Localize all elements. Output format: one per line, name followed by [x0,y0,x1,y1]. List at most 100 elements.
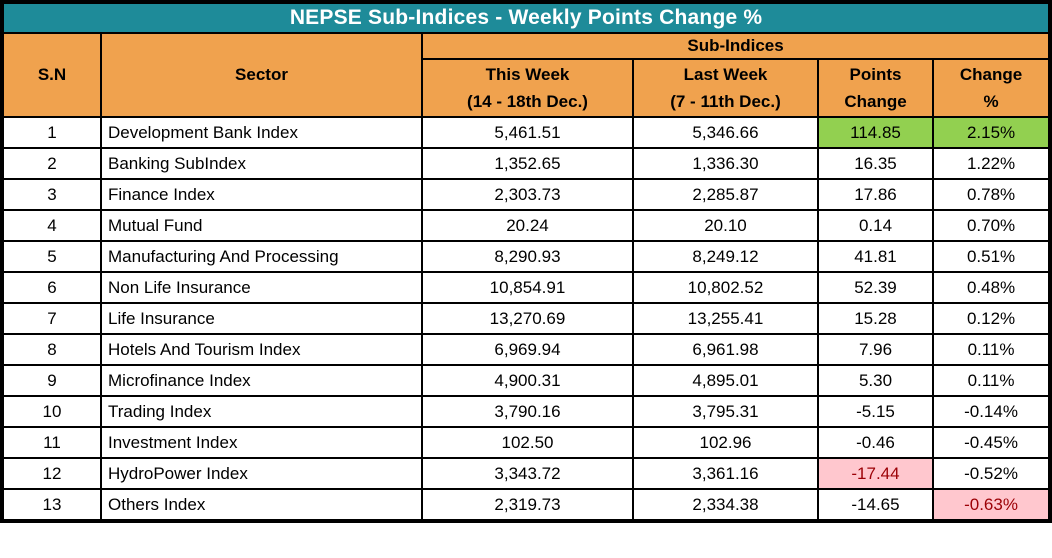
table-row: 7 Life Insurance 13,270.69 13,255.41 15.… [2,302,1051,335]
row-last-week: 13,255.41 [632,302,819,335]
row-this-week: 2,303.73 [421,178,634,211]
row-change-pct: 0.11% [931,364,1051,397]
row-last-week: 1,336.30 [632,147,819,180]
row-this-week: 10,854.91 [421,271,634,304]
row-last-week: 102.96 [632,426,819,459]
row-points-change: 16.35 [817,147,934,180]
row-last-week: 5,346.66 [632,116,819,149]
points-change-label-1: Points [849,65,902,84]
row-change-pct: 1.22% [931,147,1051,180]
row-sector: Trading Index [100,395,423,428]
row-change-pct: 0.78% [931,178,1051,211]
row-sector: Others Index [100,488,423,521]
row-sn: 9 [2,364,102,397]
table-row: 1 Development Bank Index 5,461.51 5,346.… [2,116,1051,149]
row-last-week: 8,249.12 [632,240,819,273]
this-week-label: This Week [485,65,570,84]
row-sn: 8 [2,333,102,366]
row-points-change: -0.46 [817,426,934,459]
group-header-sub-indices: Sub-Indices [420,32,1051,60]
row-this-week: 5,461.51 [421,116,634,149]
row-points-change: 0.14 [817,209,934,242]
row-sn: 1 [2,116,102,149]
sub-indices-table: NEPSE Sub-Indices - Weekly Points Change… [1,2,1051,521]
row-points-change: 114.85 [817,116,934,149]
table-row: 5 Manufacturing And Processing 8,290.93 … [2,240,1051,273]
page-title: NEPSE Sub-Indices - Weekly Points Change… [1,2,1051,34]
change-pct-label-1: Change [959,65,1023,84]
row-change-pct: 0.51% [931,240,1051,273]
row-sector: Mutual Fund [100,209,423,242]
row-points-change: 41.81 [817,240,934,273]
row-change-pct: 0.11% [931,333,1051,366]
table-row: 8 Hotels And Tourism Index 6,969.94 6,96… [2,333,1051,366]
row-this-week: 102.50 [421,426,634,459]
row-sector: Non Life Insurance [100,271,423,304]
row-sn: 2 [2,147,102,180]
row-last-week: 4,895.01 [632,364,819,397]
row-points-change: 15.28 [817,302,934,335]
row-sector: HydroPower Index [100,457,423,490]
column-header-row: This Week (14 - 18th Dec.) Last Week (7 … [3,58,1051,118]
last-week-dates: (7 - 11th Dec.) [670,92,781,111]
table-row: 10 Trading Index 3,790.16 3,795.31 -5.15… [2,395,1051,428]
row-sector: Development Bank Index [100,116,423,149]
row-sn: 3 [2,178,102,211]
row-points-change: -5.15 [817,395,934,428]
row-last-week: 3,361.16 [632,457,819,490]
row-sector: Microfinance Index [100,364,423,397]
last-week-label: Last Week [683,65,768,84]
row-change-pct: -0.63% [931,488,1051,521]
row-points-change: 17.86 [817,178,934,211]
row-last-week: 6,961.98 [632,333,819,366]
row-sn: 4 [2,209,102,242]
column-header-sn: S.N [2,32,102,118]
row-change-pct: 2.15% [931,116,1051,149]
row-points-change: -17.44 [817,457,934,490]
table-row: 13 Others Index 2,319.73 2,334.38 -14.65… [2,488,1051,521]
row-points-change: 52.39 [817,271,934,304]
nepse-sub-indices-sheet: NEPSE Sub-Indices - Weekly Points Change… [0,0,1052,523]
row-sector: Banking SubIndex [100,147,423,180]
row-sn: 6 [2,271,102,304]
row-points-change: 7.96 [817,333,934,366]
row-change-pct: -0.45% [931,426,1051,459]
column-header-points-change: Points Change [817,58,934,118]
table-body: 1 Development Bank Index 5,461.51 5,346.… [2,116,1051,521]
table-row: 12 HydroPower Index 3,343.72 3,361.16 -1… [2,457,1051,490]
row-last-week: 3,795.31 [632,395,819,428]
column-header-last-week: Last Week (7 - 11th Dec.) [632,58,819,118]
row-sector: Life Insurance [100,302,423,335]
row-sn: 10 [2,395,102,428]
table-row: 6 Non Life Insurance 10,854.91 10,802.52… [2,271,1051,304]
row-this-week: 1,352.65 [421,147,634,180]
row-sn: 5 [2,240,102,273]
table-row: 9 Microfinance Index 4,900.31 4,895.01 5… [2,364,1051,397]
column-header-this-week: This Week (14 - 18th Dec.) [421,58,634,118]
row-change-pct: -0.14% [931,395,1051,428]
row-sector: Hotels And Tourism Index [100,333,423,366]
row-this-week: 6,969.94 [421,333,634,366]
row-change-pct: 0.12% [931,302,1051,335]
row-sn: 12 [2,457,102,490]
group-header-row: S.N Sector Sub-Indices [2,32,1051,118]
row-this-week: 3,790.16 [421,395,634,428]
row-sn: 11 [2,426,102,459]
row-last-week: 10,802.52 [632,271,819,304]
row-this-week: 8,290.93 [421,240,634,273]
row-this-week: 4,900.31 [421,364,634,397]
table-row: 2 Banking SubIndex 1,352.65 1,336.30 16.… [2,147,1051,180]
row-last-week: 20.10 [632,209,819,242]
row-last-week: 2,334.38 [632,488,819,521]
row-sector: Manufacturing And Processing [100,240,423,273]
row-sn: 13 [2,488,102,521]
row-sector: Finance Index [100,178,423,211]
column-header-change-pct: Change % [931,58,1051,118]
row-change-pct: 0.70% [931,209,1051,242]
row-this-week: 3,343.72 [421,457,634,490]
this-week-dates: (14 - 18th Dec.) [467,92,588,111]
points-change-label-2: Change [844,92,907,111]
row-change-pct: 0.48% [931,271,1051,304]
table-row: 4 Mutual Fund 20.24 20.10 0.14 0.70% [2,209,1051,242]
row-points-change: -14.65 [817,488,934,521]
